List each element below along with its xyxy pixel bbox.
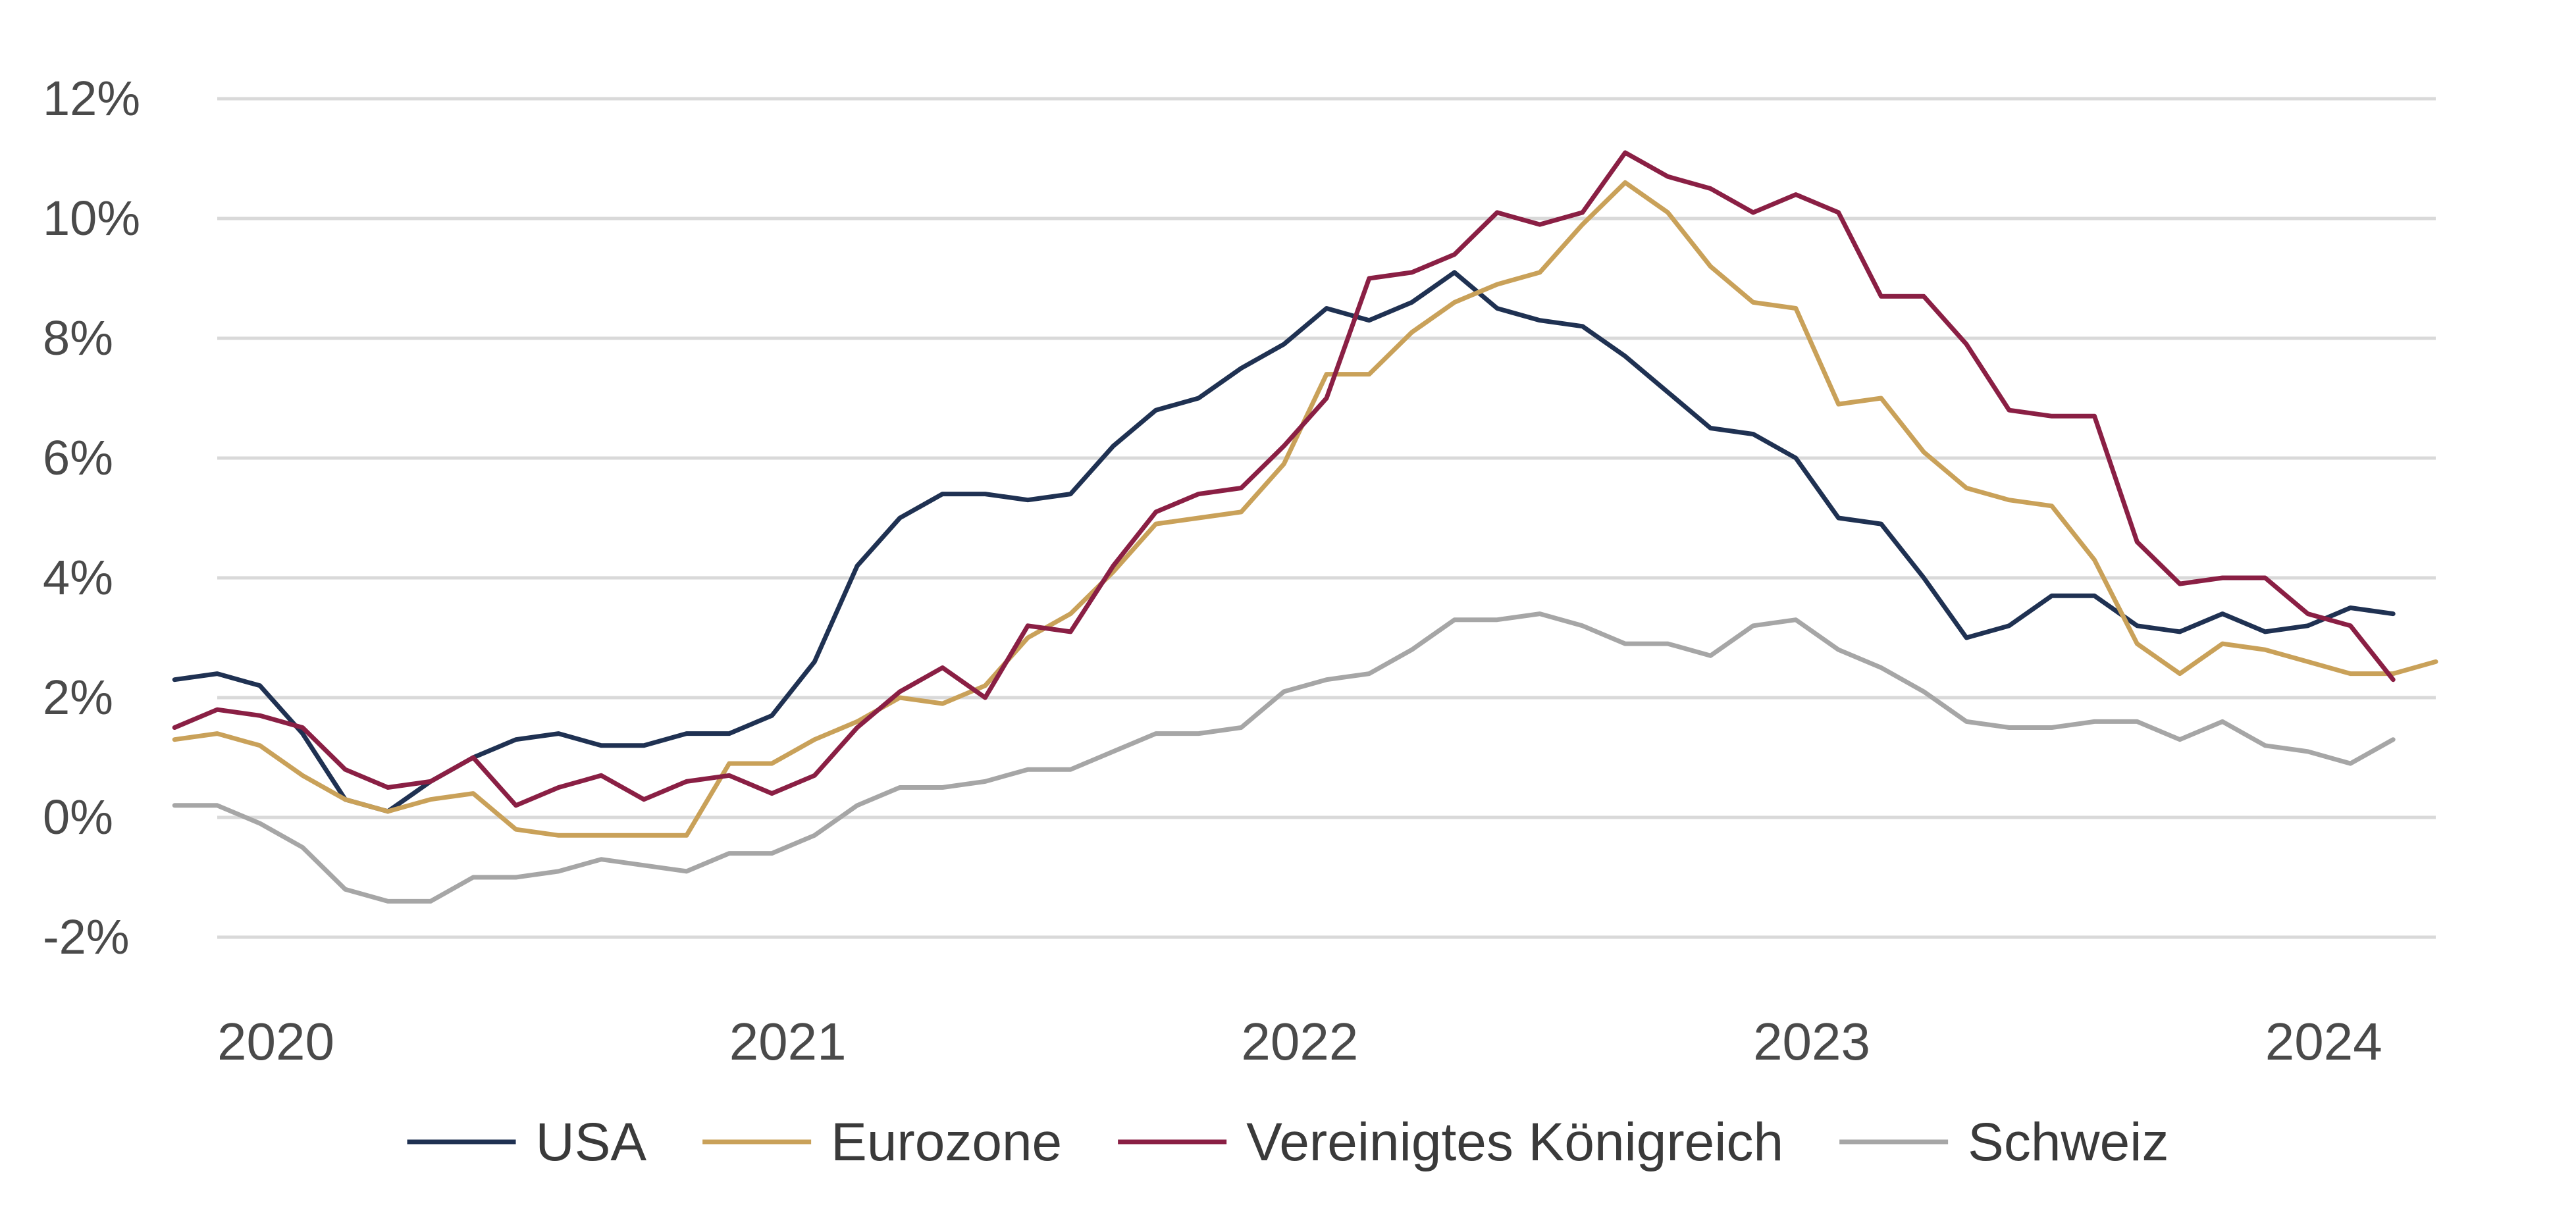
y-tick-label: 0% (43, 790, 113, 844)
series-line-schweiz (172, 611, 2396, 904)
x-tick-label: 2020 (217, 1012, 334, 1071)
legend-label: Vereinigtes Königreich (1246, 1112, 1783, 1172)
y-tick-label: 4% (43, 550, 113, 605)
x-tick-label: 2022 (1241, 1012, 1358, 1071)
x-tick-label: 2024 (2265, 1012, 2382, 1071)
y-axis: 12% 10% 8% 6% 4% 2% 0% -2% (43, 71, 140, 964)
x-axis: 2020 2021 2022 2023 2024 (217, 1012, 2382, 1071)
series-line-usa (172, 270, 2396, 814)
x-tick-label: 2021 (729, 1012, 847, 1071)
legend-label: Schweiz (1968, 1112, 2169, 1172)
gridlines (217, 97, 2436, 939)
y-tick-label: 12% (43, 71, 140, 126)
y-tick-label: 6% (43, 430, 113, 485)
legend-label: USA (536, 1112, 647, 1172)
series-line-vereinigtes-k-nigreich (172, 150, 2396, 808)
x-tick-label: 2023 (1753, 1012, 1870, 1071)
y-tick-label: -2% (43, 910, 130, 964)
series-lines (172, 150, 2438, 904)
legend: USA Eurozone Vereinigtes Königreich Schweiz (407, 1112, 2169, 1172)
legend-label: Eurozone (831, 1112, 1062, 1172)
y-tick-label: 10% (43, 191, 140, 245)
series-line-eurozone (172, 180, 2438, 838)
y-tick-label: 2% (43, 670, 113, 725)
y-tick-label: 8% (43, 311, 113, 365)
